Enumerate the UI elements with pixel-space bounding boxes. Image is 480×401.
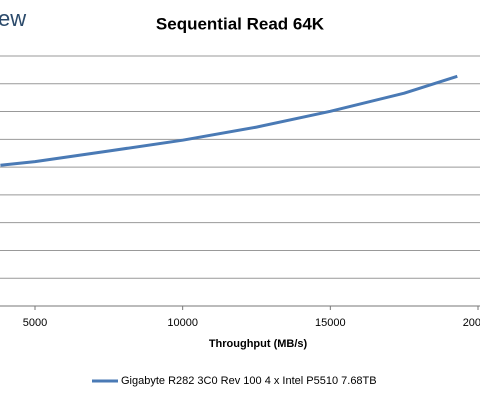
logo-text: ew <box>0 6 26 31</box>
x-tick-label: 10000 <box>167 317 198 329</box>
x-axis-title: Throughput (MB/s) <box>209 338 308 350</box>
x-tick-label: 20000 <box>463 317 480 329</box>
x-tick-label: 15000 <box>315 317 346 329</box>
data-line <box>0 74 458 167</box>
x-tick-label: 5000 <box>23 317 47 329</box>
legend-label: Gigabyte R282 3C0 Rev 100 4 x Intel P551… <box>121 375 377 387</box>
chart-title: Sequential Read 64K <box>156 14 325 33</box>
